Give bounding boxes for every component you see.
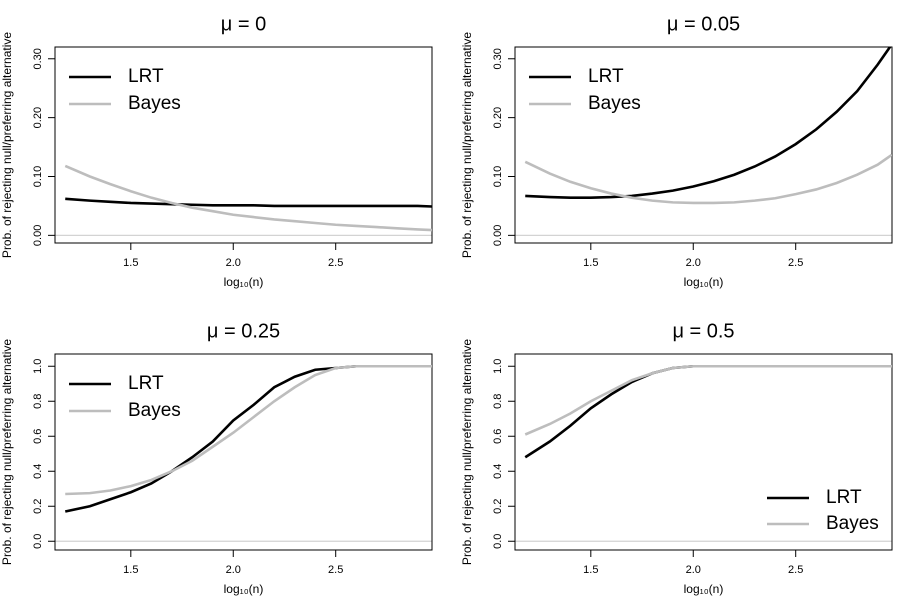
y-tick-label: 0.00 [492,225,504,246]
data-line [65,364,432,496]
legend-label: Bayes [128,400,181,421]
panel-title: μ = 0.5 [672,320,734,342]
y-axis-label: Prob. of rejecting null/preferring alter… [0,32,14,258]
y-tick-label: 0.10 [32,166,44,187]
y-tick-label: 0.10 [492,166,504,187]
legend-label: LRT [128,373,164,394]
x-tick-label: 2.5 [788,564,803,576]
legend-label: LRT [588,66,624,87]
y-axis-label: Prob. of rejecting null/preferring alter… [460,32,474,258]
x-tick-label: 1.5 [123,564,138,576]
y-tick-label: 0.4 [32,464,44,479]
y-tick-label: 1.0 [492,359,504,374]
data-line [525,47,892,199]
legend-label: Bayes [826,513,879,534]
plot-area [524,364,892,459]
legend-label: LRT [826,487,862,508]
y-tick-label: 1.0 [32,359,44,374]
y-tick-label: 0.2 [492,499,504,514]
panel-title: μ = 0 [221,13,266,35]
x-axis-label: log₁₀(n) [224,275,264,289]
data-line [64,164,432,232]
data-line [524,364,892,459]
y-tick-label: 0.2 [32,499,44,514]
x-tick-label: 2.5 [328,564,343,576]
x-tick-label: 2.5 [788,257,803,269]
y-tick-label: 0.30 [32,48,44,69]
y-axis-label: Prob. of rejecting null/preferring alter… [460,339,474,565]
y-tick-label: 0.00 [32,225,44,246]
y-tick-label: 0.0 [32,534,44,549]
y-tick-label: 0.6 [492,429,504,444]
plot-area [64,164,432,232]
plot-area [524,47,892,205]
y-axis-label: Prob. of rejecting null/preferring alter… [0,339,14,565]
y-tick-label: 0.6 [32,429,44,444]
y-tick-label: 0.8 [32,394,44,409]
plot-area [64,364,432,513]
y-tick-label: 0.20 [32,107,44,128]
x-axis-label: log₁₀(n) [224,582,264,596]
plot-frame [54,46,433,244]
panel-title: μ = 0.25 [207,320,280,342]
data-line [64,364,432,513]
panel-title: μ = 0.05 [667,13,740,35]
x-axis-label: log₁₀(n) [684,275,724,289]
legend-label: Bayes [128,93,181,114]
y-tick-label: 0.8 [492,394,504,409]
x-tick-label: 1.5 [123,257,138,269]
x-tick-label: 2.5 [328,257,343,269]
data-line [524,364,892,436]
x-tick-label: 2.0 [686,257,701,269]
x-tick-label: 2.0 [686,564,701,576]
x-tick-label: 1.5 [583,257,598,269]
x-tick-label: 2.0 [226,257,241,269]
data-line [524,153,892,205]
plot-frame [514,353,893,551]
plot-frame [514,46,893,244]
y-tick-label: 0.0 [492,534,504,549]
y-tick-label: 0.20 [492,107,504,128]
legend-label: LRT [128,66,164,87]
x-tick-label: 1.5 [583,564,598,576]
y-tick-label: 0.4 [492,464,504,479]
x-axis-label: log₁₀(n) [684,582,724,596]
x-tick-label: 2.0 [226,564,241,576]
data-line [65,197,432,208]
y-tick-label: 0.30 [492,48,504,69]
legend-label: Bayes [588,93,641,114]
plot-frame [54,353,433,551]
